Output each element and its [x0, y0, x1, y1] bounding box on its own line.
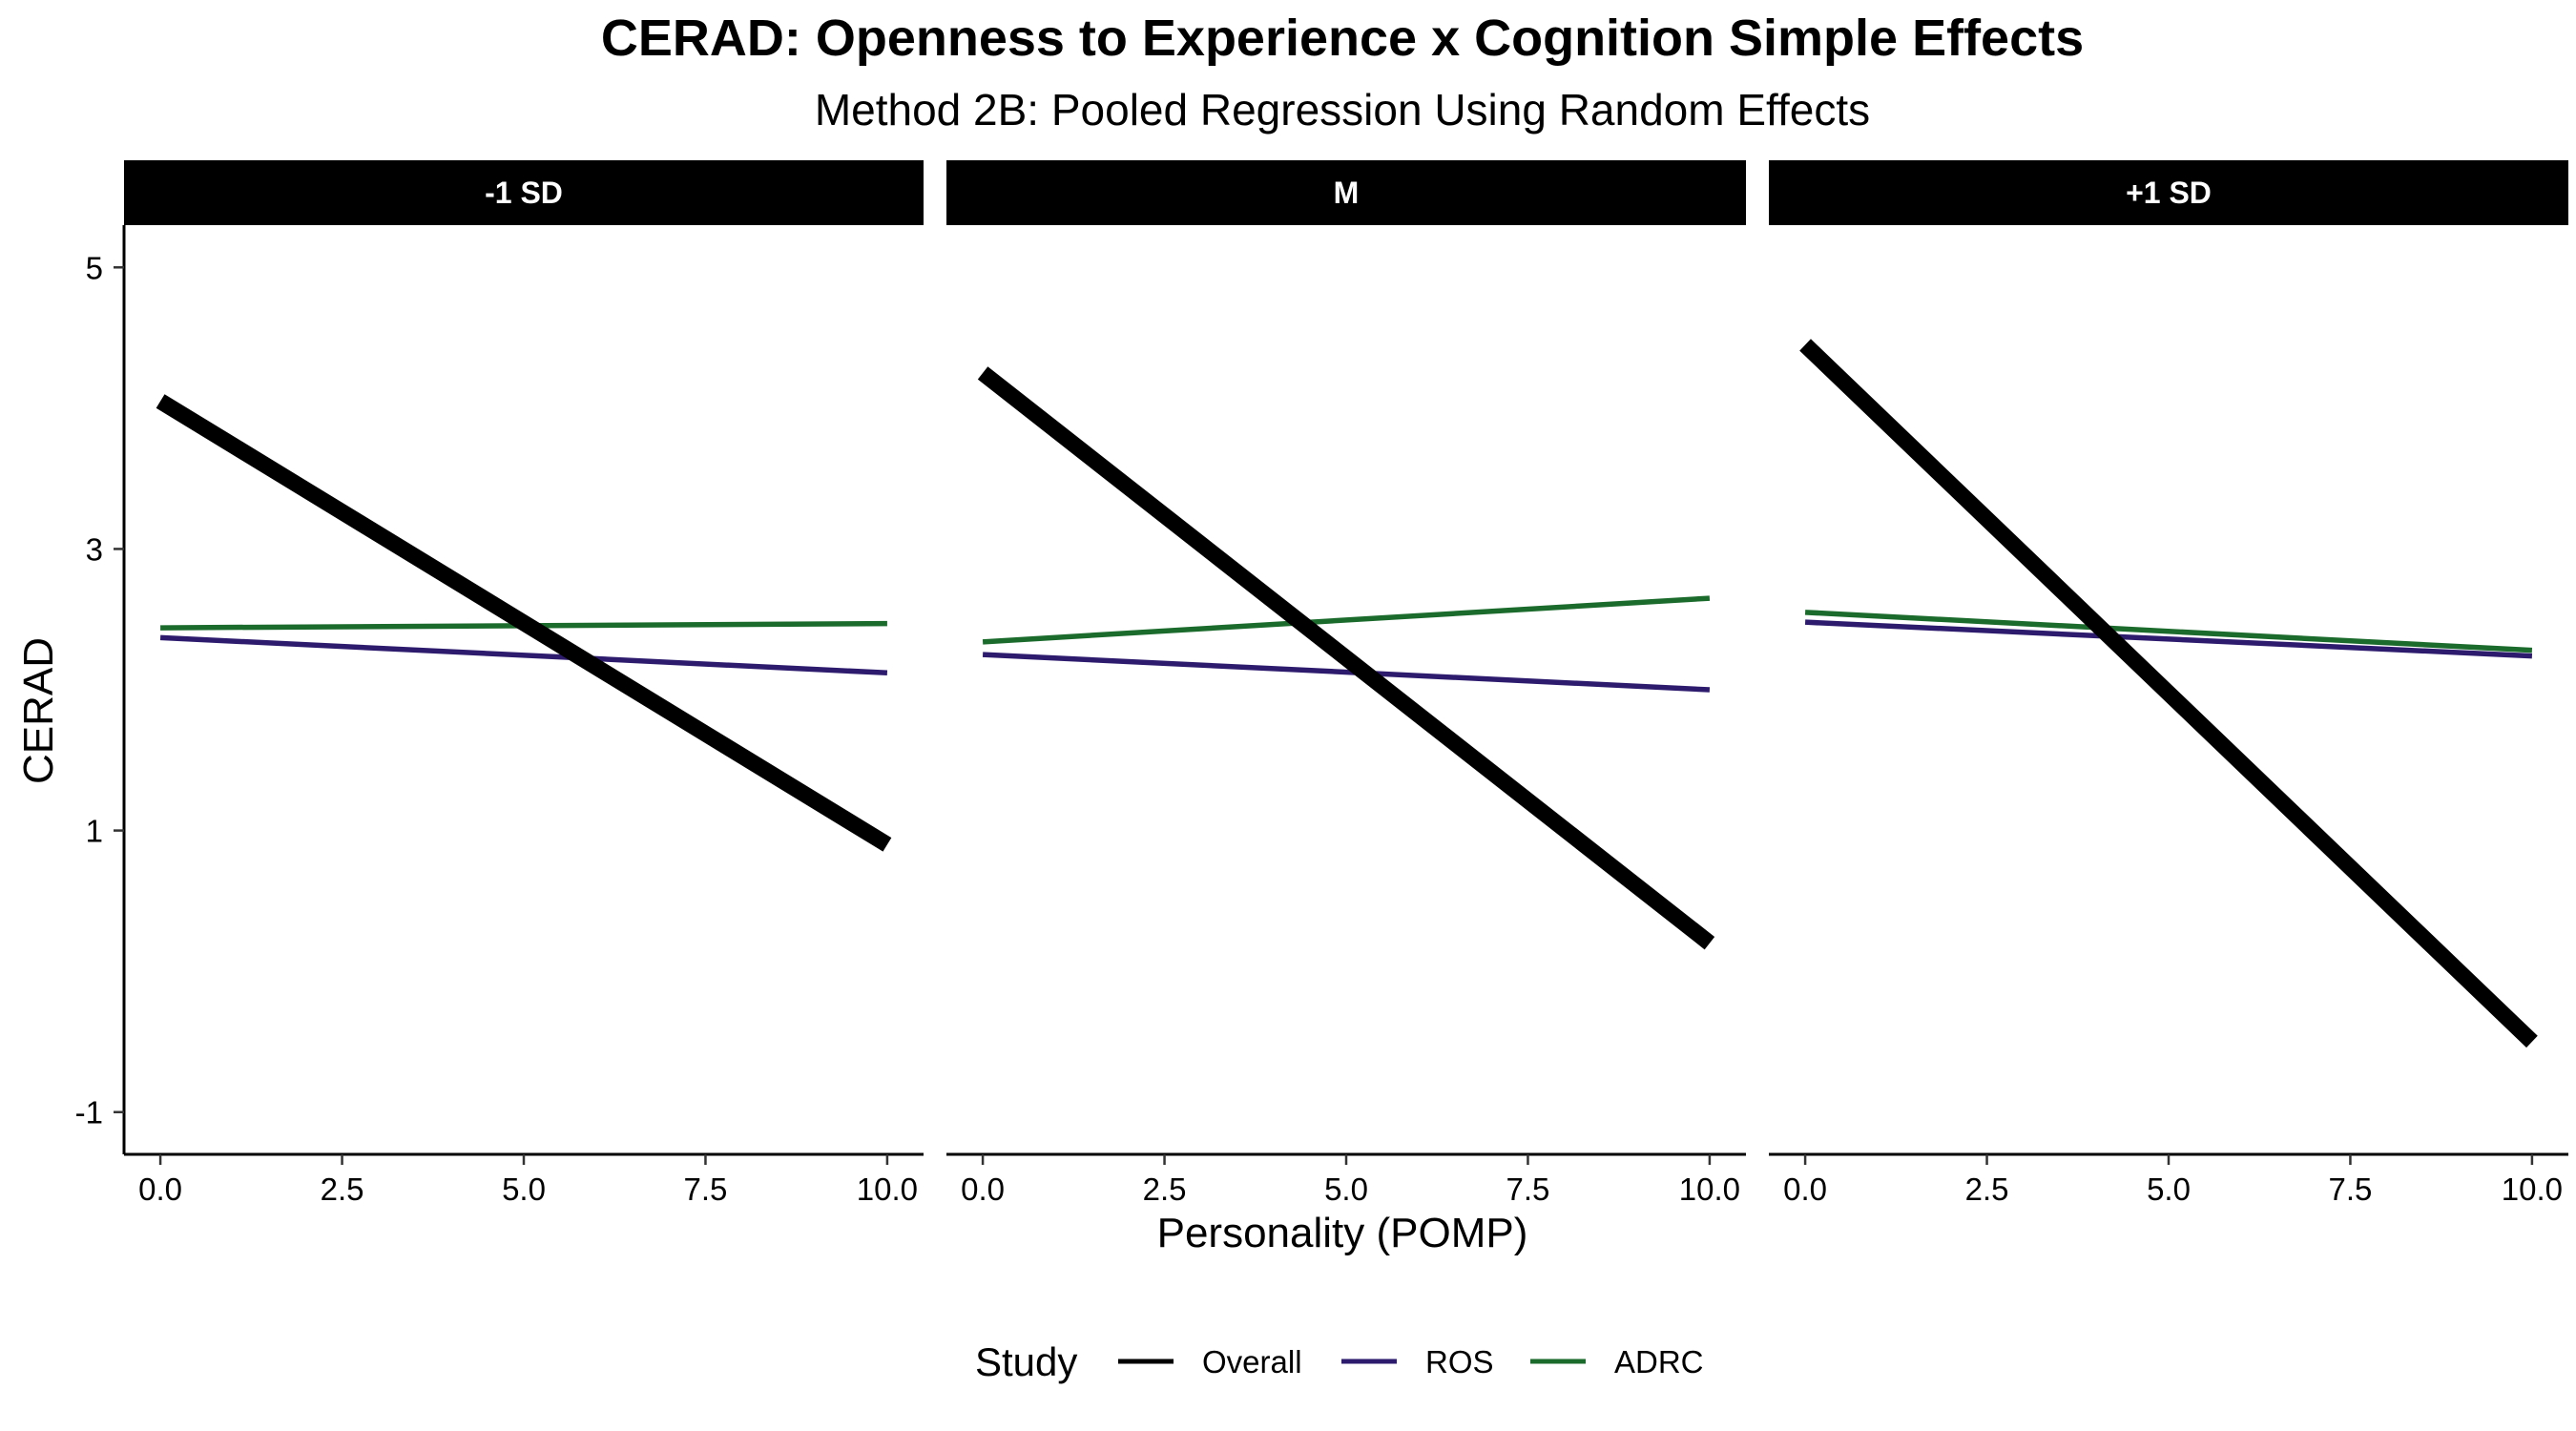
series-line-overall [156, 394, 892, 852]
x-tick-label: 5.0 [1324, 1172, 1368, 1207]
x-tick-label: 2.5 [1965, 1172, 2009, 1207]
legend-label-overall: Overall [1202, 1344, 1302, 1379]
x-axis-title: Personality (POMP) [1157, 1210, 1528, 1256]
legend: Study Overall ROS ADRC [975, 1339, 1704, 1384]
x-tick-label: 0.0 [1783, 1172, 1827, 1207]
panel-3: +1 SD 0.0 2.5 5.0 7.5 10.0 [1769, 160, 2568, 1207]
x-tick-label: 2.5 [1143, 1172, 1187, 1207]
x-tick-label: 0.0 [138, 1172, 182, 1207]
x-tick-label: 10.0 [2502, 1172, 2563, 1207]
x-tick-label: 2.5 [321, 1172, 364, 1207]
y-axis-title: CERAD [15, 637, 62, 784]
facet-strip [1769, 160, 2568, 225]
facet-panels: -1 SD0.0 2.5 5.0 7.5 10.0M0.0 2.5 5.0 7.5 10.0+1… [124, 160, 2568, 1207]
legend-label-ros: ROS [1425, 1344, 1494, 1379]
chart-subtitle: Method 2B: Pooled Regression Using Rando… [815, 85, 1870, 135]
y-axis: -1 1 3 5 [75, 225, 126, 1154]
chart-title: CERAD: Openness to Experience x Cognitio… [601, 10, 2084, 67]
x-tick-label: 7.5 [684, 1172, 728, 1207]
facet-strip-label: -1 SD [485, 176, 563, 210]
series-line-adrc [982, 595, 1711, 645]
legend-title: Study [975, 1339, 1077, 1384]
series-line-overall [1799, 339, 2538, 1048]
x-tick-label: 7.5 [2329, 1172, 2373, 1207]
x-tick-label: 0.0 [961, 1172, 1005, 1207]
series-line-ros [1804, 619, 2533, 659]
x-tick-label: 10.0 [1679, 1172, 1740, 1207]
x-tick-label: 10.0 [857, 1172, 918, 1207]
y-tick-label: 1 [86, 814, 103, 849]
facet-strip [946, 160, 1746, 225]
legend-label-adrc: ADRC [1614, 1344, 1704, 1379]
series-line-ros [159, 634, 888, 676]
y-tick-label: 5 [86, 250, 103, 285]
series-line-adrc [1804, 610, 2533, 653]
panel-1: -1 SD 0.0 2.5 5.0 7.5 10.0 [124, 160, 924, 1207]
x-tick-label: 5.0 [502, 1172, 546, 1207]
panel-2: M 0.0 2.5 5.0 7.5 10.0 [946, 160, 1746, 1207]
y-tick-label: 3 [86, 531, 103, 567]
facet-strip-label: M [1334, 176, 1360, 210]
series-line-ros [982, 652, 1711, 693]
facet-strip [124, 160, 924, 225]
x-tick-label: 5.0 [2147, 1172, 2191, 1207]
y-tick-label: -1 [75, 1095, 103, 1130]
series-line-overall [977, 366, 1715, 950]
facet-strip-label: +1 SD [2126, 176, 2212, 210]
x-tick-label: 7.5 [1506, 1172, 1550, 1207]
